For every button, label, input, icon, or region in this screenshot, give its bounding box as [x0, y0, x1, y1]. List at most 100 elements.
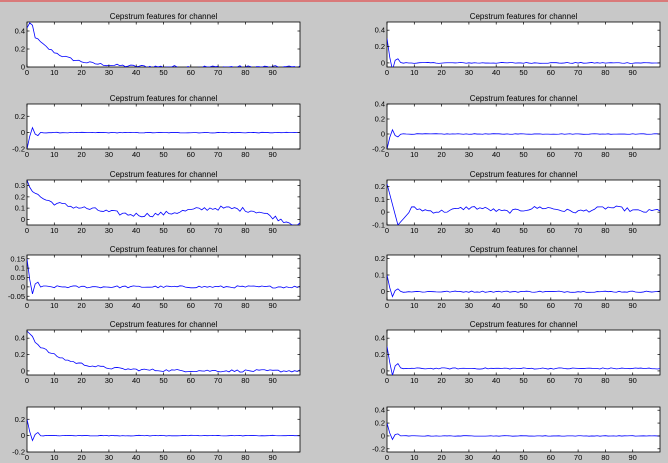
- x-tick-label: 80: [241, 453, 249, 462]
- x-tick-label: 60: [547, 301, 555, 310]
- x-tick-label: 0: [25, 376, 29, 385]
- x-tick-label: 20: [77, 301, 85, 310]
- subplot-title: Cepstrum features for channel: [470, 94, 578, 103]
- x-tick-label: 50: [519, 376, 527, 385]
- axes-box: [27, 330, 300, 375]
- subplot-title: Cepstrum features for channel: [110, 245, 218, 254]
- y-tick-label: 0.2: [375, 115, 385, 124]
- subplot-title: Cepstrum features for channel: [470, 12, 578, 21]
- subplot-title: Cepstrum features for channel: [110, 12, 218, 21]
- axes-box: [27, 180, 300, 225]
- x-tick-label: 80: [241, 226, 249, 235]
- y-tick-label: 0: [21, 366, 25, 375]
- x-tick-label: 30: [105, 376, 113, 385]
- x-tick-label: 80: [601, 376, 609, 385]
- x-tick-label: 70: [214, 226, 222, 235]
- y-tick-label: 0: [21, 431, 25, 440]
- x-tick-label: 90: [269, 376, 277, 385]
- x-tick-label: 40: [132, 68, 140, 77]
- x-tick-label: 90: [629, 150, 637, 159]
- x-tick-label: 50: [159, 301, 167, 310]
- x-tick-label: 70: [574, 226, 582, 235]
- axes-box: [27, 22, 300, 67]
- axes-box: [27, 104, 300, 149]
- subplot-11: 0 10 20 30 40 50 60 70 80 90-0.200.2: [12, 407, 300, 462]
- axes-box: [27, 407, 300, 452]
- subplot-5: Cepstrum features for channel0 10 20 30 40 50…: [15, 170, 300, 235]
- x-tick-label: 20: [437, 301, 445, 310]
- x-tick-label: 50: [519, 68, 527, 77]
- subplot-12: 0 10 20 30 40 50 60 70 80 90-0.200.20.4: [372, 406, 660, 462]
- y-tick-label: 0: [381, 431, 385, 440]
- subplot-title: Cepstrum features for channel: [110, 170, 218, 179]
- x-tick-label: 60: [187, 150, 195, 159]
- x-tick-label: 0: [25, 68, 29, 77]
- x-tick-label: 20: [437, 226, 445, 235]
- x-tick-label: 90: [629, 226, 637, 235]
- x-tick-label: 80: [241, 376, 249, 385]
- x-tick-label: 50: [519, 453, 527, 462]
- x-tick-label: 40: [132, 301, 140, 310]
- x-tick-label: 30: [105, 68, 113, 77]
- x-tick-label: 10: [410, 150, 418, 159]
- x-tick-label: 80: [601, 68, 609, 77]
- y-tick-label: 0.4: [15, 27, 25, 36]
- y-tick-label: 0.2: [375, 42, 385, 51]
- x-tick-label: 60: [187, 453, 195, 462]
- x-tick-label: 30: [465, 226, 473, 235]
- y-tick-label: 0.1: [15, 264, 25, 273]
- x-tick-label: 0: [385, 376, 389, 385]
- y-tick-label: 0: [21, 215, 25, 224]
- x-tick-label: 0: [385, 68, 389, 77]
- subplot-title: Cepstrum features for channel: [470, 320, 578, 329]
- x-tick-label: 0: [25, 301, 29, 310]
- y-tick-label: 0.05: [10, 273, 25, 282]
- y-tick-label: 0.2: [15, 112, 25, 121]
- x-tick-label: 60: [547, 453, 555, 462]
- y-tick-label: 0.3: [15, 181, 25, 190]
- y-tick-label: 0: [381, 130, 385, 139]
- x-tick-label: 70: [214, 68, 222, 77]
- y-tick-label: -0.2: [12, 145, 25, 154]
- x-tick-label: 90: [269, 453, 277, 462]
- x-tick-label: 10: [50, 226, 58, 235]
- x-tick-label: 10: [410, 376, 418, 385]
- x-tick-label: 70: [574, 68, 582, 77]
- y-tick-label: 0: [21, 282, 25, 291]
- x-tick-label: 50: [159, 68, 167, 77]
- y-tick-label: 0.2: [375, 350, 385, 359]
- x-tick-label: 20: [437, 150, 445, 159]
- x-tick-label: 10: [50, 376, 58, 385]
- x-tick-label: 0: [385, 453, 389, 462]
- subplot-title: Cepstrum features for channel: [110, 94, 218, 103]
- y-tick-label: 0.4: [375, 406, 385, 415]
- x-tick-label: 10: [50, 453, 58, 462]
- x-tick-label: 80: [241, 150, 249, 159]
- y-tick-label: 0.1: [375, 271, 385, 280]
- y-tick-label: 0.2: [15, 350, 25, 359]
- subplot-title: Cepstrum features for channel: [470, 245, 578, 254]
- x-tick-label: 40: [132, 226, 140, 235]
- x-tick-label: 50: [159, 226, 167, 235]
- x-tick-label: 40: [492, 376, 500, 385]
- x-tick-label: 20: [77, 150, 85, 159]
- x-tick-label: 60: [547, 226, 555, 235]
- x-tick-label: 0: [385, 301, 389, 310]
- x-tick-label: 20: [77, 453, 85, 462]
- y-tick-label: 0: [21, 128, 25, 137]
- subplot-4: Cepstrum features for channel 0 10 20 30 40 50…: [372, 94, 660, 159]
- x-tick-label: 10: [410, 453, 418, 462]
- x-tick-label: 40: [132, 453, 140, 462]
- x-tick-label: 90: [629, 376, 637, 385]
- y-tick-label: -0.2: [12, 448, 25, 457]
- x-tick-label: 0: [385, 226, 389, 235]
- x-tick-label: 60: [547, 68, 555, 77]
- x-tick-label: 0: [25, 453, 29, 462]
- axes-box: [27, 255, 300, 300]
- x-tick-label: 50: [519, 226, 527, 235]
- x-tick-label: 90: [629, 301, 637, 310]
- x-tick-label: 50: [159, 150, 167, 159]
- x-tick-label: 50: [519, 301, 527, 310]
- subplot-6: Cepstrum features for channel 0 10 20 30 40 50…: [372, 170, 660, 235]
